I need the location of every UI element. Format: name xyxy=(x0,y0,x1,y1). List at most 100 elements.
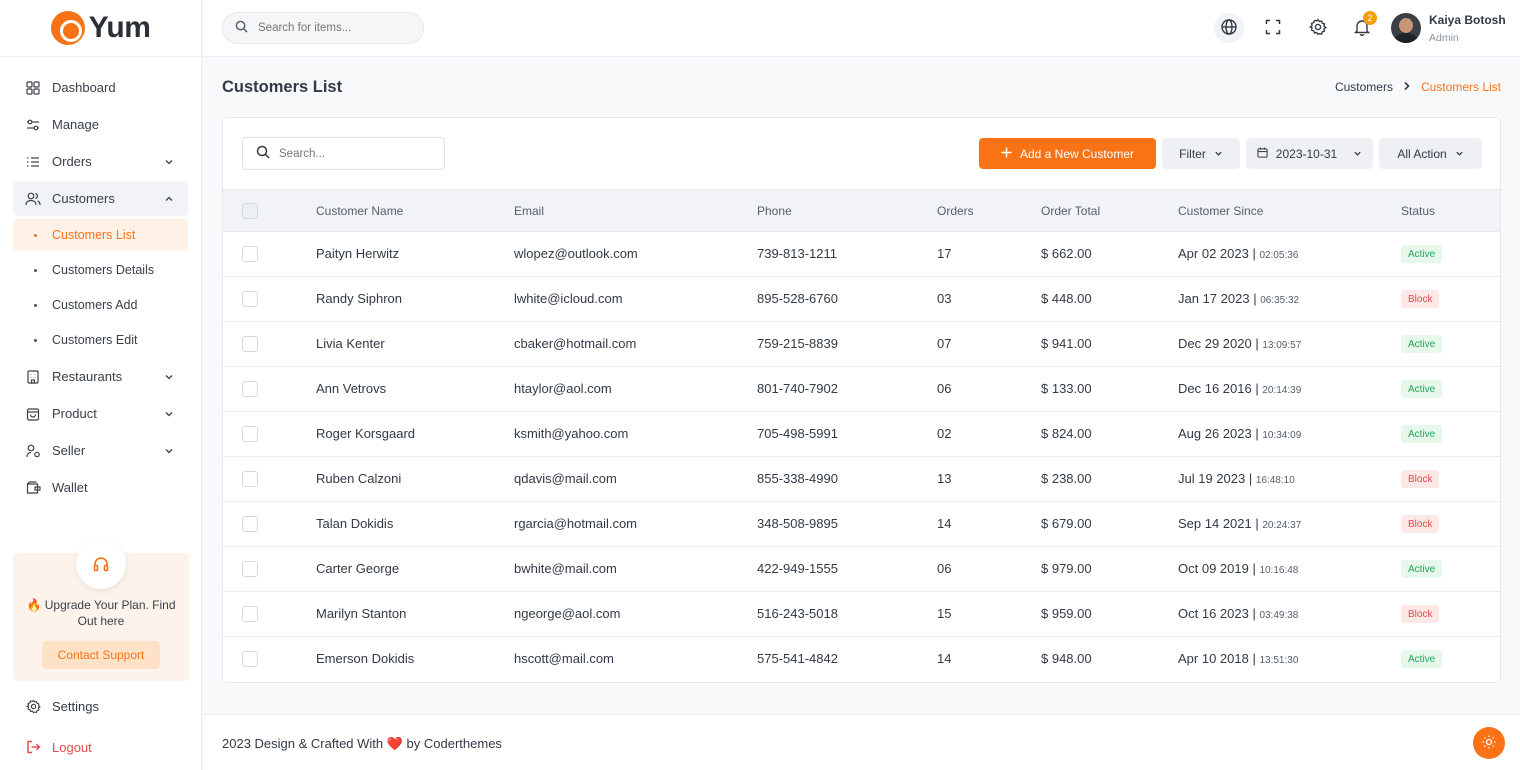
customer-since-time: 02:05:36 xyxy=(1259,250,1299,261)
table-row[interactable]: Ann Vetrovs htaylor@aol.com 801-740-7902 06… xyxy=(223,367,1500,412)
date-picker[interactable]: 2023-10-31 xyxy=(1246,138,1373,169)
row-checkbox[interactable] xyxy=(242,381,258,397)
customer-since-date: Oct 09 2019 xyxy=(1178,561,1249,576)
customer-order-total: $ 679.00 xyxy=(1041,516,1092,531)
customer-phone: 348-508-9895 xyxy=(757,516,838,531)
row-checkbox[interactable] xyxy=(242,291,258,307)
select-all-checkbox[interactable] xyxy=(242,203,258,219)
globe-icon xyxy=(1220,18,1238,39)
table-row[interactable]: Marilyn Stanton ngeorge@aol.com 516-243-50… xyxy=(223,592,1500,637)
column-header[interactable]: Order Total xyxy=(1041,204,1101,218)
row-checkbox[interactable] xyxy=(242,606,258,622)
sidebar-item-wallet[interactable]: Wallet xyxy=(13,470,188,505)
column-header[interactable]: Orders xyxy=(937,204,974,218)
sidebar-item-label: Orders xyxy=(52,154,92,169)
row-checkbox[interactable] xyxy=(242,651,258,667)
table-row[interactable]: Carter George bwhite@mail.com 422-949-1555… xyxy=(223,547,1500,592)
sidebar-item-customers[interactable]: Customers xyxy=(13,181,188,216)
filter-button[interactable]: Filter xyxy=(1162,138,1240,169)
column-header[interactable]: Phone xyxy=(757,204,792,218)
all-action-label: All Action xyxy=(1397,146,1447,161)
user-name[interactable]: Kaiya Botosh xyxy=(1429,13,1506,27)
sidebar-item-settings[interactable]: Settings xyxy=(13,691,189,721)
status-badge: Active xyxy=(1401,245,1443,263)
sidebar-item-manage[interactable]: Manage xyxy=(13,107,188,142)
sidebar-item-restaurants[interactable]: Restaurants xyxy=(13,359,188,394)
row-checkbox[interactable] xyxy=(242,516,258,532)
table-row[interactable]: Livia Kenter cbaker@hotmail.com 759-215-88… xyxy=(223,322,1500,367)
customer-since-time: 20:14:39 xyxy=(1262,385,1302,396)
customer-email: ngeorge@aol.com xyxy=(514,606,621,621)
language-button[interactable] xyxy=(1214,13,1244,43)
chevron-up-icon xyxy=(164,192,174,207)
customer-name: Ann Vetrovs xyxy=(316,381,387,396)
add-customer-button[interactable]: Add a New Customer xyxy=(979,138,1156,169)
customer-email: htaylor@aol.com xyxy=(514,381,612,396)
column-header[interactable]: Email xyxy=(514,204,545,218)
brand-logo[interactable]: Yum xyxy=(0,0,201,57)
sidebar-nav: Dashboard Manage Orders Customers xyxy=(0,57,201,505)
customer-since-date: Apr 02 2023 xyxy=(1178,246,1249,261)
topbar: 2 Kaiya Botosh Admin xyxy=(203,0,1520,57)
customer-order-total: $ 948.00 xyxy=(1041,651,1092,666)
sidebar-item-dashboard[interactable]: Dashboard xyxy=(13,70,188,105)
bullet-icon xyxy=(34,233,37,237)
customer-since-date: Aug 26 2023 xyxy=(1178,426,1252,441)
customer-orders: 03 xyxy=(937,291,952,306)
status-badge: Block xyxy=(1401,470,1440,488)
avatar[interactable] xyxy=(1391,13,1421,43)
table-row[interactable]: Ruben Calzoni qdavis@mail.com 855-338-4990… xyxy=(223,457,1500,502)
fullscreen-button[interactable] xyxy=(1258,13,1288,43)
status-badge: Active xyxy=(1401,335,1443,353)
upgrade-text: 🔥 Upgrade Your Plan. Find Out here xyxy=(26,598,176,628)
settings-button[interactable] xyxy=(1303,13,1333,43)
customer-since: Oct 16 2023 | 03:49:38 xyxy=(1178,606,1299,621)
table-row[interactable]: Emerson Dokidis hscott@mail.com 575-541-48… xyxy=(223,637,1500,682)
sidebar-item-orders[interactable]: Orders xyxy=(13,144,188,179)
sidebar: Yum Dashboard Manage Orders xyxy=(0,0,202,770)
theme-toggle-button[interactable] xyxy=(1473,727,1505,759)
customer-since-time: 06:35:32 xyxy=(1260,295,1300,306)
sidebar-item-logout[interactable]: Logout xyxy=(13,732,189,762)
table-row[interactable]: Randy Siphron lwhite@icloud.com 895-528-67… xyxy=(223,277,1500,322)
sidebar-sub-label: Customers Details xyxy=(52,263,155,277)
sidebar-sub-customers-edit[interactable]: Customers Edit xyxy=(13,324,188,356)
row-checkbox[interactable] xyxy=(242,246,258,262)
user-role: Admin xyxy=(1429,32,1459,44)
customer-name: Carter George xyxy=(316,561,400,576)
customer-email: hscott@mail.com xyxy=(514,651,614,666)
sidebar-sub-customers-add[interactable]: Customers Add xyxy=(13,289,188,321)
customer-orders: 02 xyxy=(937,426,952,441)
customer-since-time: 16:48:10 xyxy=(1255,475,1295,486)
table-search[interactable] xyxy=(242,137,445,170)
customer-email: rgarcia@hotmail.com xyxy=(514,516,638,531)
column-header[interactable]: Status xyxy=(1401,204,1436,218)
customer-orders: 14 xyxy=(937,651,952,666)
sidebar-sub-customers-details[interactable]: Customers Details xyxy=(13,254,188,286)
contact-support-button[interactable]: Contact Support xyxy=(42,641,160,669)
table-row[interactable]: Roger Korsgaard ksmith@yahoo.com 705-498-5… xyxy=(223,412,1500,457)
status-badge: Block xyxy=(1401,290,1440,308)
column-header[interactable]: Customer Since xyxy=(1178,204,1264,218)
column-header[interactable]: Customer Name xyxy=(316,204,404,218)
table-search-input[interactable] xyxy=(279,147,439,160)
customer-since-time: 13:51:30 xyxy=(1259,655,1299,666)
breadcrumb-current: Customers List xyxy=(1420,80,1501,94)
sidebar-item-product[interactable]: Product xyxy=(13,396,188,431)
sidebar-sub-label: Customers Add xyxy=(52,298,138,312)
table-row[interactable]: Talan Dokidis rgarcia@hotmail.com 348-508-… xyxy=(223,502,1500,547)
row-checkbox[interactable] xyxy=(242,471,258,487)
notifications-button[interactable]: 2 xyxy=(1347,11,1377,43)
global-search[interactable] xyxy=(222,12,424,44)
row-checkbox[interactable] xyxy=(242,561,258,577)
row-checkbox[interactable] xyxy=(242,336,258,352)
all-action-dropdown[interactable]: All Action xyxy=(1379,138,1482,169)
sidebar-item-seller[interactable]: Seller xyxy=(13,433,188,468)
sun-icon xyxy=(1482,735,1496,752)
table-row[interactable]: Paityn Herwitz wlopez@outlook.com 739-813-… xyxy=(223,232,1500,277)
breadcrumb-item[interactable]: Customers xyxy=(1334,80,1393,94)
sidebar-sub-customers-list[interactable]: Customers List xyxy=(13,219,188,251)
global-search-input[interactable] xyxy=(258,22,408,34)
row-checkbox[interactable] xyxy=(242,426,258,442)
bag-icon xyxy=(25,406,41,422)
